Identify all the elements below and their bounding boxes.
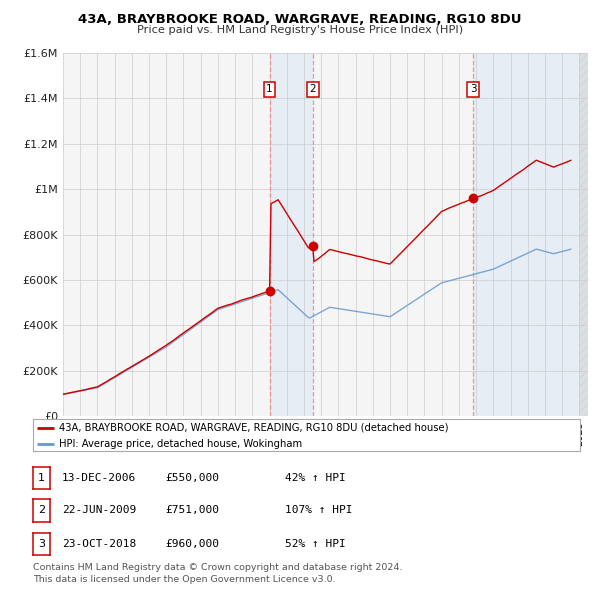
Text: 43A, BRAYBROOKE ROAD, WARGRAVE, READING, RG10 8DU: 43A, BRAYBROOKE ROAD, WARGRAVE, READING,… <box>78 13 522 26</box>
Bar <box>269 53 313 416</box>
Text: 2: 2 <box>38 506 45 515</box>
Text: HPI: Average price, detached house, Wokingham: HPI: Average price, detached house, Woki… <box>59 439 302 449</box>
Text: 23-OCT-2018: 23-OCT-2018 <box>62 539 136 549</box>
Text: £960,000: £960,000 <box>165 539 219 549</box>
Text: 13-DEC-2006: 13-DEC-2006 <box>62 473 136 483</box>
Text: Contains HM Land Registry data © Crown copyright and database right 2024.: Contains HM Land Registry data © Crown c… <box>33 563 403 572</box>
Text: 1: 1 <box>266 84 273 94</box>
Text: 3: 3 <box>470 84 476 94</box>
Text: £751,000: £751,000 <box>165 506 219 515</box>
Bar <box>580 53 588 416</box>
Text: 42% ↑ HPI: 42% ↑ HPI <box>285 473 346 483</box>
Text: £550,000: £550,000 <box>165 473 219 483</box>
Text: This data is licensed under the Open Government Licence v3.0.: This data is licensed under the Open Gov… <box>33 575 335 584</box>
Text: Price paid vs. HM Land Registry's House Price Index (HPI): Price paid vs. HM Land Registry's House … <box>137 25 463 35</box>
Text: 43A, BRAYBROOKE ROAD, WARGRAVE, READING, RG10 8DU (detached house): 43A, BRAYBROOKE ROAD, WARGRAVE, READING,… <box>59 423 449 433</box>
Text: 107% ↑ HPI: 107% ↑ HPI <box>285 506 353 515</box>
Bar <box>473 53 588 416</box>
Text: 22-JUN-2009: 22-JUN-2009 <box>62 506 136 515</box>
Text: 1: 1 <box>38 473 45 483</box>
Text: 3: 3 <box>38 539 45 549</box>
Text: 52% ↑ HPI: 52% ↑ HPI <box>285 539 346 549</box>
Text: 2: 2 <box>309 84 316 94</box>
